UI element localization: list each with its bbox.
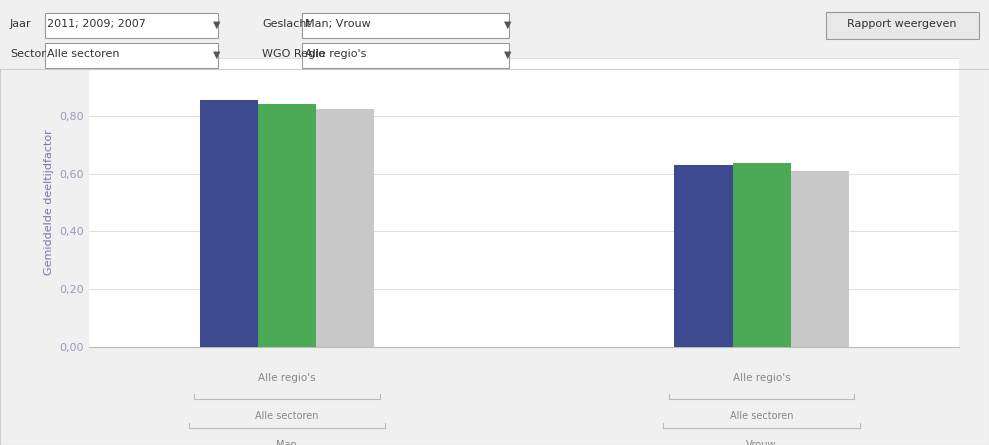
Text: Alle regio's: Alle regio's — [258, 373, 315, 383]
Bar — [790, 171, 849, 347]
Text: Alle sectoren: Alle sectoren — [730, 411, 793, 421]
Text: Alle sectoren: Alle sectoren — [255, 411, 318, 421]
Text: ▼: ▼ — [504, 49, 512, 59]
Text: Rapport weergeven: Rapport weergeven — [848, 20, 956, 29]
Text: Vrouw: Vrouw — [747, 440, 776, 445]
Text: Man; Vrouw: Man; Vrouw — [305, 20, 370, 29]
Y-axis label: Gemiddelde deeltijdfactor: Gemiddelde deeltijdfactor — [44, 129, 54, 275]
Text: ▼: ▼ — [213, 49, 221, 59]
Bar — [258, 104, 315, 347]
Bar — [733, 162, 790, 347]
Text: 2011; 2009; 2007: 2011; 2009; 2007 — [47, 20, 146, 29]
Text: Alle regio's: Alle regio's — [733, 373, 790, 383]
Text: ▼: ▼ — [213, 20, 221, 29]
Bar — [315, 109, 374, 347]
Text: Alle sectoren: Alle sectoren — [47, 49, 120, 59]
Text: Sector: Sector — [10, 49, 45, 59]
Text: Man: Man — [277, 440, 297, 445]
Text: Geslacht: Geslacht — [262, 20, 311, 29]
Bar — [200, 101, 258, 347]
Text: WGO Regio: WGO Regio — [262, 49, 325, 59]
Text: Alle regio's: Alle regio's — [305, 49, 366, 59]
Text: ▼: ▼ — [504, 20, 512, 29]
Text: Jaar: Jaar — [10, 20, 32, 29]
Bar — [674, 165, 733, 347]
